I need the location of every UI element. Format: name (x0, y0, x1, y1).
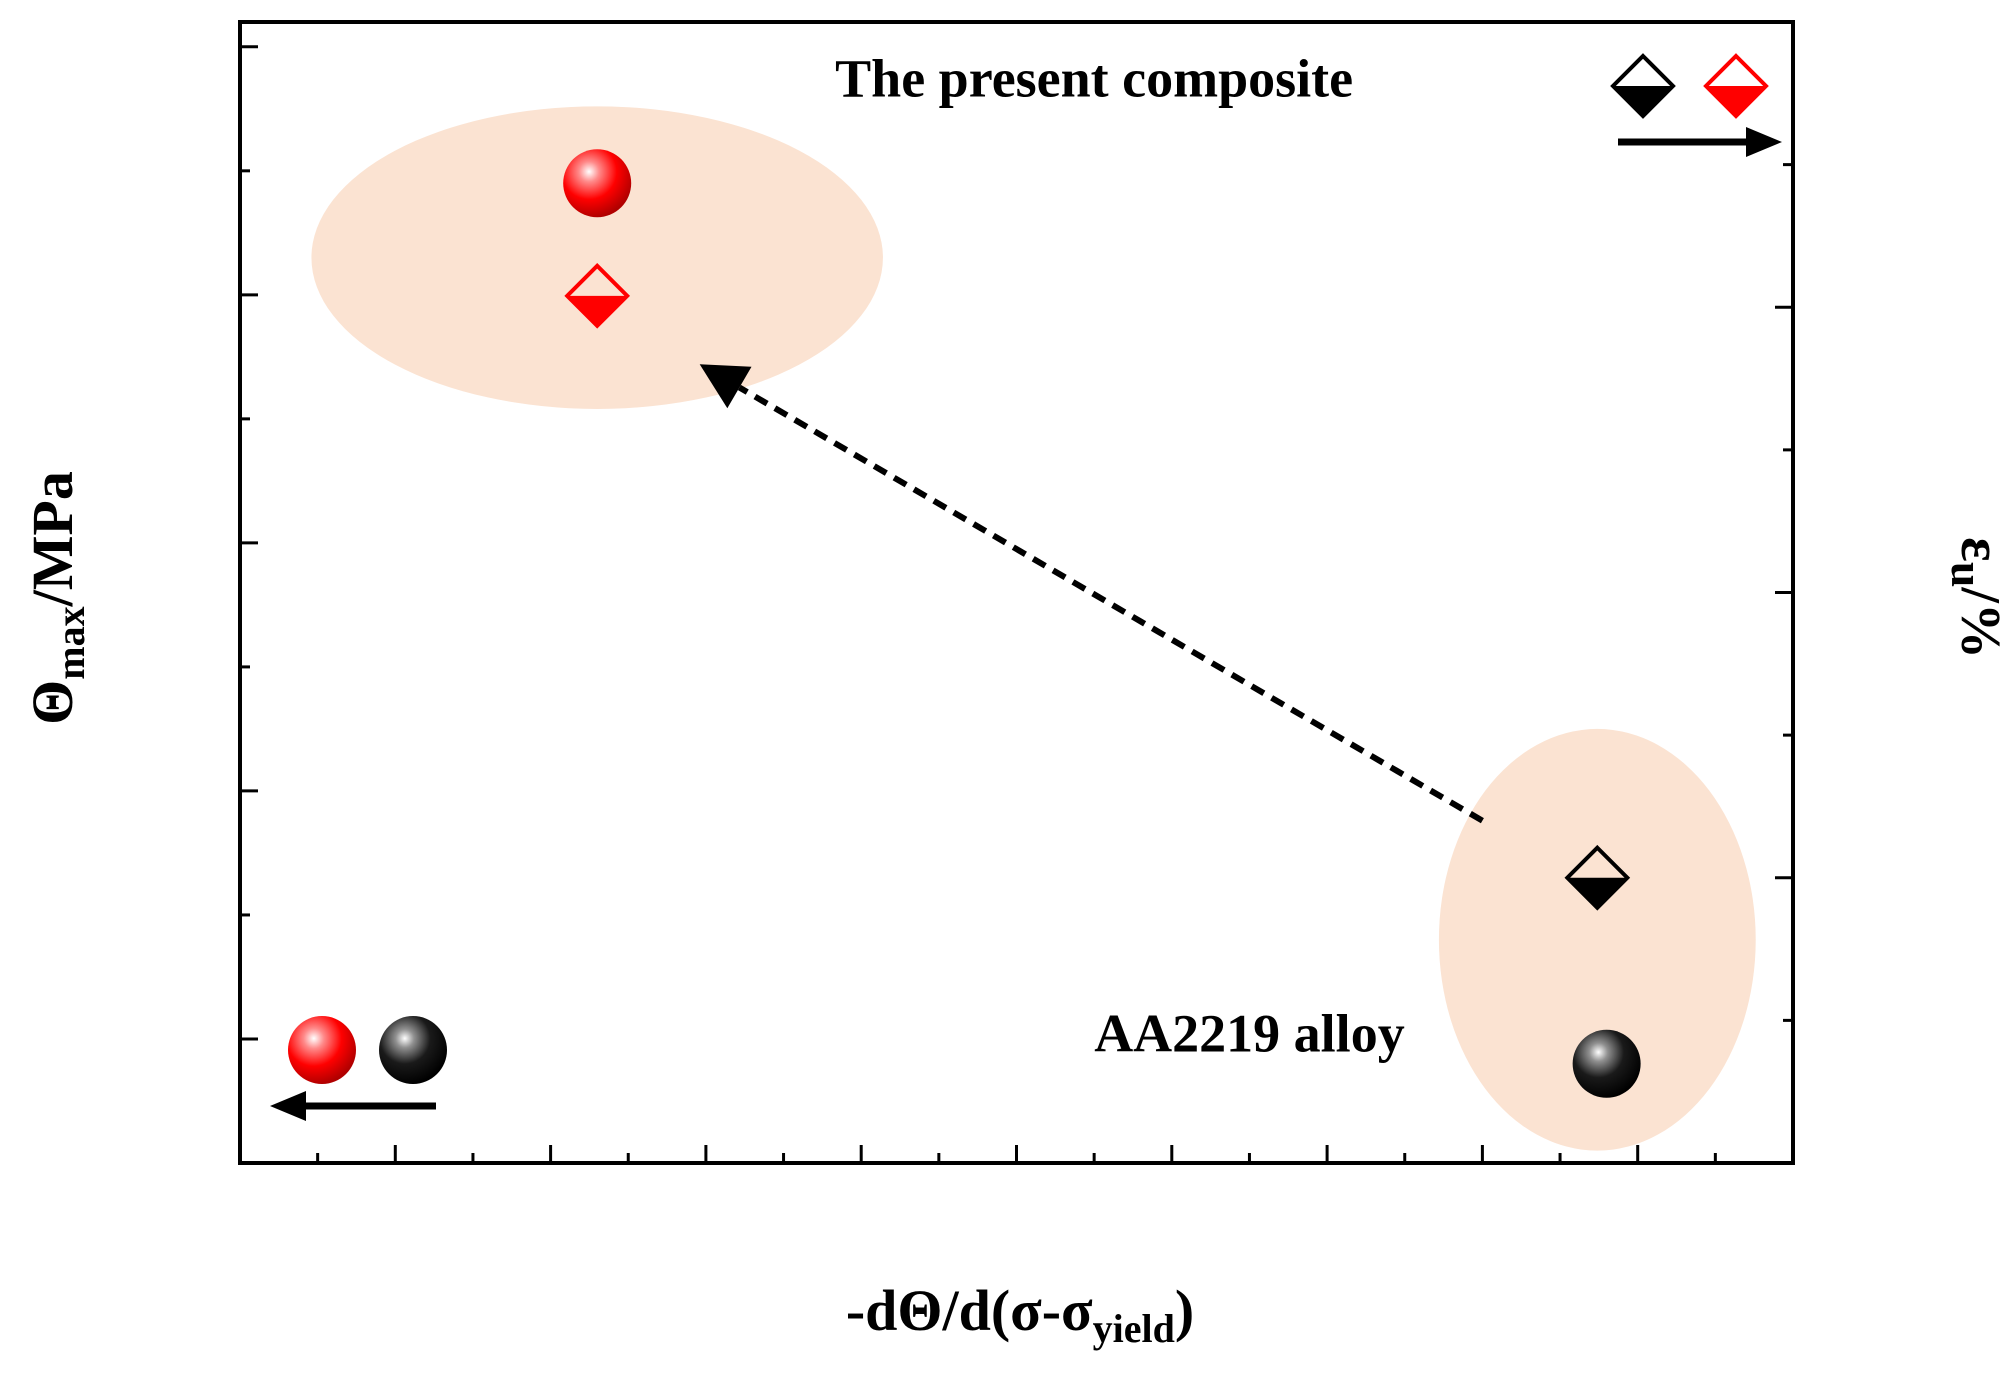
legend-right-diamond-0-outline (1610, 53, 1676, 119)
left-y-axis-title: Θmax/MPa (20, 471, 93, 725)
data-point-s3-p0-outline (1564, 844, 1631, 911)
right-y-axis-title-suffix: /% (1949, 586, 2004, 659)
data-point-s2-p0 (564, 263, 631, 329)
right-y-axis-title: εu/% (1942, 537, 2004, 659)
highlight-ellipse-1 (1438, 728, 1756, 1151)
legend-right-diamond-1-outline (1703, 53, 1769, 119)
data-point-s3-p0-lower-half (1567, 877, 1628, 908)
trend-arrowhead (699, 364, 752, 409)
right-y-axis-title-subscript: u (1942, 562, 1993, 588)
legend-right-arrowhead (1746, 127, 1782, 157)
data-point-s3-p0 (1564, 844, 1631, 911)
x-axis-title-prefix: -dΘ/d(σ-σ (846, 1278, 1093, 1343)
legend-left-sphere-1-shape (379, 1016, 447, 1084)
x-axis-title-suffix: ) (1175, 1278, 1194, 1343)
highlight-ellipse-0 (311, 106, 883, 409)
data-point-s0-p0-shape (563, 149, 632, 218)
legend-left-sphere-0 (288, 1016, 356, 1084)
left-y-axis-title-subscript: max (48, 606, 93, 679)
right-y-axis-title-main: ε (1949, 537, 2004, 562)
data-point-s2-p0-outline (564, 263, 631, 329)
legend-left-sphere-1 (379, 1016, 447, 1084)
legend-right-diamond-0 (1610, 53, 1676, 119)
data-point-s1-p0 (1572, 1029, 1641, 1098)
legend-left-arrowhead (270, 1091, 306, 1121)
x-axis-title-subscript: yield (1093, 1306, 1175, 1351)
data-point-s1-p0-shape (1572, 1029, 1641, 1098)
data-point-s0-p0 (563, 149, 632, 218)
x-axis-title: -dΘ/d(σ-σyield) (846, 1278, 1194, 1351)
legend-right-diamond-0-lower-half (1613, 86, 1673, 116)
annotation-aa2219-alloy: AA2219 alloy (1094, 1003, 1405, 1063)
data-point-s2-p0-lower-half (567, 295, 628, 326)
left-y-axis-title-suffix: /MPa (20, 471, 85, 607)
legend-right-diamond-1-lower-half (1706, 86, 1766, 116)
trend-arrow-line (737, 384, 1484, 824)
annotation-present-composite: The present composite (835, 48, 1353, 108)
left-y-axis-title-main: Θ (20, 680, 85, 725)
legend-left-sphere-0-shape (288, 1016, 356, 1084)
legend-right-diamond-1 (1703, 53, 1769, 119)
